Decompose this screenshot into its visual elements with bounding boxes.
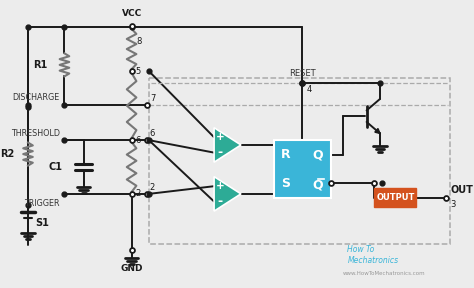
Text: THRESHOLD: THRESHOLD — [10, 129, 60, 138]
Polygon shape — [375, 128, 380, 133]
FancyBboxPatch shape — [374, 188, 417, 207]
Text: 6: 6 — [150, 129, 155, 138]
Text: 2: 2 — [150, 183, 155, 192]
Text: S1: S1 — [36, 218, 50, 228]
Text: +: + — [216, 132, 224, 142]
Text: TRIGGER: TRIGGER — [24, 199, 60, 208]
FancyBboxPatch shape — [273, 140, 331, 198]
Text: 2: 2 — [136, 190, 141, 198]
Text: 8: 8 — [137, 37, 142, 46]
Text: GND: GND — [120, 264, 143, 273]
Polygon shape — [214, 177, 241, 211]
Text: www.HowToMechatronics.com: www.HowToMechatronics.com — [343, 271, 425, 276]
Text: 7: 7 — [150, 94, 155, 103]
Text: R1: R1 — [33, 60, 47, 70]
Polygon shape — [214, 128, 241, 162]
Text: 6: 6 — [136, 136, 141, 145]
Text: +: + — [216, 181, 224, 191]
Text: RESET: RESET — [289, 69, 316, 78]
Text: DISCHARGE: DISCHARGE — [12, 93, 60, 102]
Text: OUT: OUT — [450, 185, 473, 195]
Text: -: - — [217, 146, 222, 159]
Text: 3: 3 — [450, 200, 456, 209]
Text: -: - — [217, 195, 222, 208]
Text: How To
Mechatronics: How To Mechatronics — [347, 245, 399, 265]
Text: R2: R2 — [0, 149, 15, 159]
Text: Q: Q — [313, 148, 323, 161]
Text: VCC: VCC — [121, 9, 142, 18]
Text: OUTPUT: OUTPUT — [376, 193, 415, 202]
Text: R: R — [281, 148, 291, 161]
Text: S: S — [281, 177, 290, 190]
Text: Q: Q — [313, 179, 323, 192]
Text: 4: 4 — [306, 85, 311, 94]
Text: 5: 5 — [136, 67, 141, 76]
Text: C1: C1 — [48, 162, 63, 172]
